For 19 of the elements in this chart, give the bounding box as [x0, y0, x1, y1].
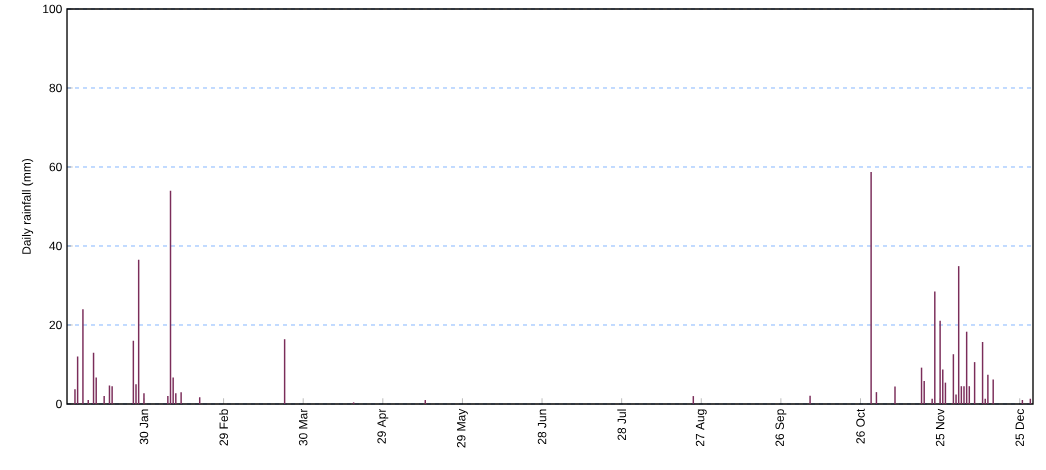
x-tick-label: 29 Apr — [377, 408, 389, 444]
y-tick-label: 100 — [43, 4, 62, 14]
x-tick-label: 29 Feb — [219, 409, 228, 446]
y-tick-label: 40 — [49, 241, 62, 251]
y-axis-title: Daily rainfall (mm) — [21, 158, 34, 254]
x-tick-label: 26 Sep — [775, 409, 787, 447]
x-tick-label: 27 Aug — [695, 409, 707, 447]
x-tick-label: 25 Dec — [1015, 409, 1024, 447]
x-tick-label: 25 Nov — [935, 408, 945, 447]
x-tick-label: 28 Jun — [537, 409, 547, 445]
x-tick-label: 30 Mar — [298, 408, 308, 446]
x-tick-label: 30 Jan — [139, 409, 149, 445]
x-tick-label: 28 Jul — [617, 409, 627, 441]
y-tick-label: 80 — [49, 83, 62, 93]
x-tick-label: 29 May — [456, 408, 468, 448]
x-tick-label: 26 Oct — [856, 408, 865, 444]
y-tick-label: 60 — [49, 162, 62, 172]
y-tick-label: 20 — [49, 320, 62, 330]
y-tick-label: 0 — [56, 399, 62, 409]
